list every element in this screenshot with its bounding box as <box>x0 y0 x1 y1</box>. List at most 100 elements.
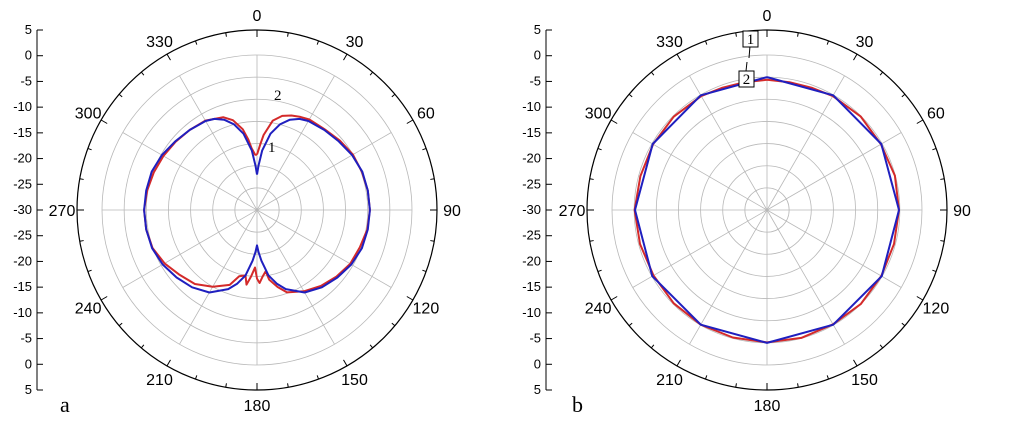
grid-spoke <box>256 75 335 211</box>
outer-tick <box>316 40 320 45</box>
grid-spoke <box>122 209 258 288</box>
outer-tick <box>343 53 348 61</box>
radial-tick-label: -20 <box>13 253 32 268</box>
radial-tick-label: 0 <box>25 48 32 63</box>
outer-tick <box>343 359 348 367</box>
curve-label-1: 1 <box>268 140 276 156</box>
angle-label: 0 <box>253 8 262 25</box>
outer-tick <box>422 147 427 151</box>
outer-tick <box>853 53 858 61</box>
series-line <box>634 76 900 344</box>
radial-tick-label: 0 <box>534 48 541 63</box>
grid-spoke <box>122 132 258 211</box>
angle-label: 60 <box>927 106 945 123</box>
outer-tick <box>826 375 830 380</box>
outer-tick <box>194 375 198 380</box>
angle-label: 300 <box>75 106 102 123</box>
leader-line-2 <box>745 61 748 72</box>
angle-label: 270 <box>559 203 586 220</box>
angle-label: 270 <box>49 203 76 220</box>
angle-label: 120 <box>923 301 950 318</box>
radial-tick-label: -5 <box>529 73 541 88</box>
angle-label: 0 <box>763 8 772 25</box>
radial-tick-label: -10 <box>522 99 541 114</box>
grid-spoke <box>766 209 902 288</box>
outer-tick <box>597 269 602 273</box>
outer-tick <box>940 240 945 242</box>
outer-tick <box>140 71 145 76</box>
outer-tick <box>797 32 799 37</box>
outer-tick <box>287 383 289 388</box>
outer-tick <box>879 344 884 349</box>
radial-tick-label: -5 <box>20 331 32 346</box>
outer-tick <box>610 119 618 124</box>
angle-label: 240 <box>585 301 612 318</box>
outer-tick <box>597 147 602 151</box>
outer-tick <box>194 40 198 45</box>
outer-tick <box>916 296 924 301</box>
outer-tick <box>391 93 396 98</box>
outer-tick <box>369 344 374 349</box>
grid-spoke <box>689 75 768 211</box>
radial-tick-label: -25 <box>522 228 541 243</box>
outer-tick <box>879 71 884 76</box>
radial-tick-label: 5 <box>25 382 32 397</box>
curve-label-2-box <box>738 70 755 88</box>
outer-tick <box>589 178 594 180</box>
outer-tick <box>406 296 414 301</box>
outer-tick <box>118 93 123 98</box>
radial-tick-label: -20 <box>522 151 541 166</box>
radial-tick-label: -5 <box>529 331 541 346</box>
radial-tick-label: -30 <box>522 202 541 217</box>
angle-label: 330 <box>146 34 173 51</box>
outer-tick <box>430 240 435 242</box>
outer-tick <box>901 322 906 327</box>
outer-tick <box>79 178 84 180</box>
grid-spoke <box>256 209 392 288</box>
radial-tick-label: 0 <box>534 356 541 371</box>
angle-label: 120 <box>413 301 440 318</box>
radial-tick-label: -25 <box>13 176 32 191</box>
grid-spoke <box>766 209 845 345</box>
outer-tick <box>628 93 633 98</box>
outer-tick <box>225 383 227 388</box>
curve-label-2: 2 <box>274 88 282 104</box>
grid-spoke <box>179 75 258 211</box>
outer-tick <box>853 359 858 367</box>
radial-tick-label: 5 <box>534 22 541 37</box>
outer-tick <box>610 296 618 301</box>
radial-tick-label: -20 <box>522 253 541 268</box>
outer-tick <box>797 383 799 388</box>
outer-tick <box>87 269 92 273</box>
radial-tick-label: -25 <box>13 228 32 243</box>
outer-tick <box>735 32 737 37</box>
outer-tick <box>166 53 171 61</box>
outer-tick <box>287 32 289 37</box>
panel-label: b <box>572 392 583 417</box>
curve-label-1-box <box>742 30 759 48</box>
outer-tick <box>316 375 320 380</box>
radial-tick-label: 0 <box>25 356 32 371</box>
angle-label: 150 <box>341 372 368 389</box>
angle-label: 90 <box>953 203 971 220</box>
outer-tick <box>140 344 145 349</box>
angle-label: 30 <box>856 34 874 51</box>
radial-tick-label: -10 <box>13 305 32 320</box>
chart-panel-b: 030609012015018021024027030033050-5-10-1… <box>522 8 971 417</box>
angle-label: 150 <box>851 372 878 389</box>
outer-tick <box>430 178 435 180</box>
radial-tick-label: -15 <box>522 125 541 140</box>
outer-tick <box>100 296 108 301</box>
grid-spoke <box>766 75 845 211</box>
outer-tick <box>826 40 830 45</box>
grid-spoke <box>632 132 768 211</box>
grid-spoke <box>179 209 258 345</box>
outer-tick <box>628 322 633 327</box>
grid-spoke <box>256 209 335 345</box>
outer-tick <box>422 269 427 273</box>
outer-tick <box>391 322 396 327</box>
grid-spoke <box>766 132 902 211</box>
angle-label: 60 <box>417 106 435 123</box>
